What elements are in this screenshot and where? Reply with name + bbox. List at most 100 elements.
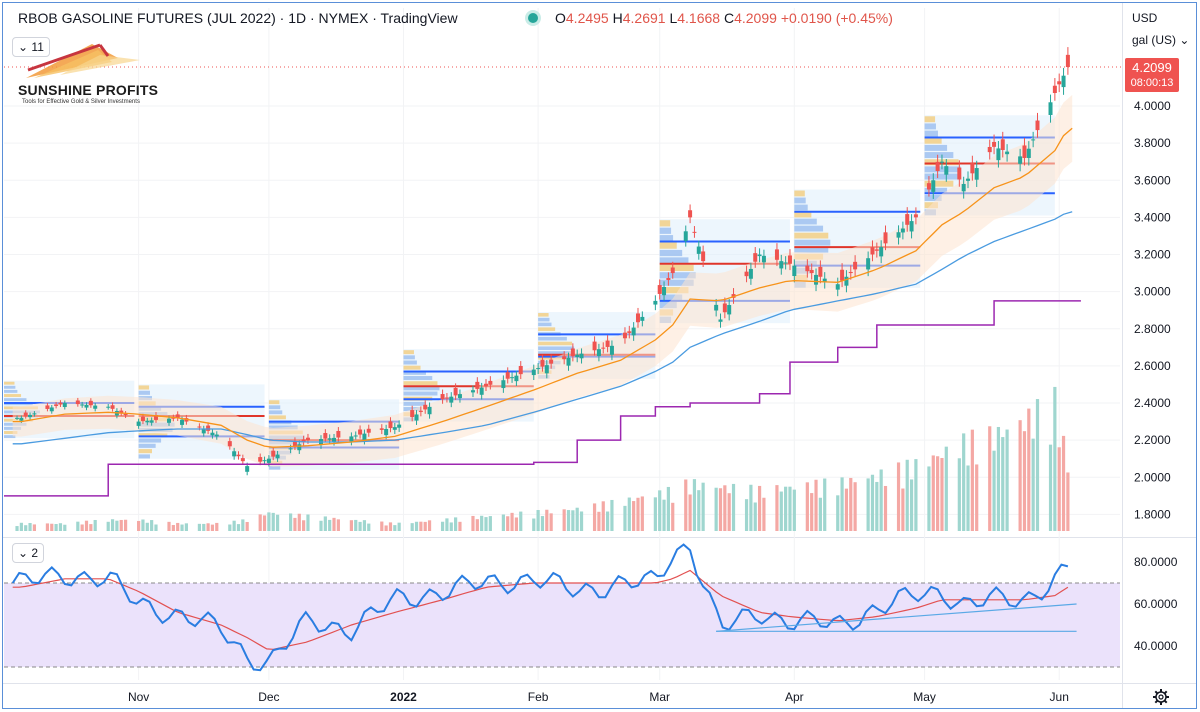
volume-profile-bar bbox=[794, 211, 812, 218]
volume-bar bbox=[302, 520, 306, 531]
volume-bar bbox=[267, 512, 271, 531]
candle-body bbox=[1057, 81, 1062, 85]
candle-body bbox=[45, 405, 50, 409]
candle-body bbox=[640, 316, 645, 321]
sma-line bbox=[12, 211, 1073, 445]
candle-body bbox=[323, 433, 328, 439]
candle-body bbox=[883, 232, 888, 244]
volume-profile-bar bbox=[4, 426, 22, 430]
volume-bar bbox=[1031, 438, 1035, 531]
volume-bar bbox=[323, 516, 327, 531]
volume-bar bbox=[727, 493, 731, 531]
candle-body bbox=[232, 451, 237, 457]
time-tick-label: May bbox=[913, 690, 936, 704]
volume-bar bbox=[58, 523, 63, 531]
candle-body bbox=[475, 381, 480, 389]
candle-body bbox=[262, 460, 267, 462]
logo-wordmark: SUNSHINE PROFITS bbox=[18, 82, 159, 98]
indicators-toggle-main[interactable]: ⌄ 11 bbox=[12, 37, 50, 57]
volume-bar bbox=[545, 509, 549, 531]
candle-body bbox=[683, 231, 688, 241]
candle-body bbox=[757, 254, 762, 257]
candle-body bbox=[28, 414, 33, 418]
volume-profile-bar bbox=[403, 391, 438, 396]
price-tick-label: 2.6000 bbox=[1134, 359, 1171, 373]
volume-bar bbox=[354, 519, 358, 531]
candle-body bbox=[62, 403, 67, 408]
price-tick-label: 3.4000 bbox=[1134, 210, 1171, 224]
indicators-toggle-rsi[interactable]: ⌄ 2 bbox=[12, 543, 45, 563]
volume-bar bbox=[63, 524, 67, 531]
high-value: 4.2691 bbox=[622, 10, 666, 26]
candle-body bbox=[518, 365, 523, 375]
volume-bar bbox=[714, 487, 718, 531]
volume-profile-bar bbox=[659, 287, 689, 294]
time-tick-label: Apr bbox=[785, 690, 804, 704]
volume-bar bbox=[380, 521, 384, 531]
candle-body bbox=[457, 394, 462, 399]
candle-body bbox=[336, 430, 341, 438]
candle-body bbox=[592, 341, 597, 351]
volume-bar bbox=[936, 456, 940, 531]
time-tick-label: 2022 bbox=[390, 690, 417, 704]
candle-body bbox=[609, 345, 614, 355]
candle-body bbox=[666, 278, 671, 281]
candle-body bbox=[123, 413, 128, 416]
volume-profile-bar bbox=[4, 381, 15, 385]
volume-bar bbox=[171, 525, 175, 531]
gear-icon[interactable] bbox=[1152, 688, 1170, 706]
volume-bar bbox=[506, 516, 510, 531]
volume-bar bbox=[1005, 429, 1009, 531]
volume-bar bbox=[19, 522, 23, 531]
candle-body bbox=[657, 285, 662, 294]
volume-bar bbox=[24, 525, 28, 531]
volume-bar bbox=[215, 522, 219, 531]
quantity-unit-label: gal (US) bbox=[1132, 33, 1177, 47]
volume-bar bbox=[879, 469, 883, 531]
volume-bar bbox=[1018, 420, 1022, 531]
volume-bar bbox=[471, 515, 475, 531]
volume-bar bbox=[840, 477, 844, 531]
candle-body bbox=[379, 428, 384, 430]
volume-bar bbox=[197, 523, 202, 531]
candle-body bbox=[792, 265, 797, 277]
volume-profile-bar bbox=[794, 204, 808, 211]
market-status-dot bbox=[528, 13, 538, 23]
volume-profile-zones bbox=[4, 94, 1073, 470]
price-tick-label: 2.4000 bbox=[1134, 396, 1171, 410]
rsi-trend-line bbox=[716, 603, 1077, 632]
last-price-tag: 4.2099 08:00:13 bbox=[1125, 58, 1179, 92]
volume-profile-bar bbox=[794, 225, 824, 232]
volume-profile-bar bbox=[924, 166, 961, 173]
candle-body bbox=[153, 415, 158, 420]
volume-bar bbox=[749, 484, 753, 531]
candle-body bbox=[579, 353, 584, 359]
volume-bar bbox=[288, 513, 293, 531]
volume-bar bbox=[397, 522, 401, 531]
currency-unit[interactable]: USD bbox=[1132, 11, 1158, 25]
volume-bar bbox=[297, 513, 301, 531]
volume-profile-bar bbox=[138, 454, 150, 459]
candle-body bbox=[423, 404, 428, 410]
candle-body bbox=[362, 433, 367, 441]
candle-body bbox=[501, 380, 506, 389]
volume-bar bbox=[50, 523, 54, 531]
volume-bar bbox=[414, 521, 419, 531]
volume-bar bbox=[458, 521, 462, 531]
candle-body bbox=[479, 387, 484, 395]
volume-profile-bar bbox=[538, 351, 573, 355]
candle-body bbox=[418, 410, 423, 412]
volume-bar bbox=[623, 505, 627, 531]
volume-profile-bar bbox=[403, 386, 440, 391]
volume-bar bbox=[54, 524, 58, 531]
candle-body bbox=[440, 394, 445, 400]
volume-bar bbox=[731, 483, 736, 531]
volume-bar bbox=[275, 514, 280, 531]
candle-body bbox=[870, 247, 875, 255]
keltner-band bbox=[12, 94, 1073, 467]
low-value: 4.1668 bbox=[677, 10, 721, 26]
volume-bar bbox=[671, 502, 675, 531]
quantity-unit[interactable]: gal (US) ⌄ bbox=[1132, 33, 1189, 47]
candle-body bbox=[900, 228, 905, 233]
